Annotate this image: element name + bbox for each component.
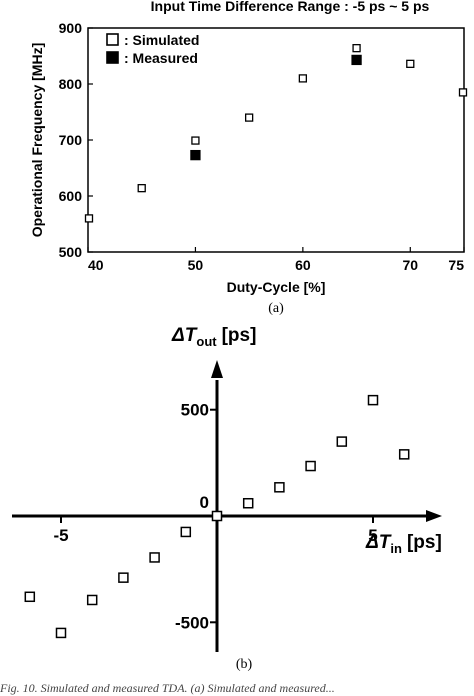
simulated-point [352,44,361,53]
chart-a-x-ticks: 40 50 60 70 75 [87,247,465,273]
chart-b-points [24,394,410,639]
chart-b-point [367,394,379,406]
chart-a-x-tick-label: 75 [448,257,464,273]
chart-a-x-tick-label: 70 [402,257,418,273]
measured-point [190,149,201,161]
chart-b-y-axis-arrow [211,360,223,378]
simulated-point [244,113,254,122]
chart-a-y-axis-label: Operational Frequency [MHz] [29,43,45,237]
chart-b-point [336,436,348,447]
chart-b-point [274,482,285,493]
legend-measured-marker [106,51,119,64]
chart-b-x-axis-arrow [426,510,442,522]
chart-b-ticks: -5 5 500 0 -500 [53,401,377,633]
simulated-point [191,136,200,145]
panel-b-label: (b) [236,657,253,672]
legend-simulated-marker [106,33,119,46]
chart-b-x-tick-label: 5 [368,526,377,545]
simulated-point [458,88,468,97]
chart-a-x-tick-label: 60 [295,257,311,273]
chart-b-point [149,552,160,563]
chart-b-x-symbol: ΔT [365,532,392,553]
simulated-point [406,59,415,68]
chart-a-y-ticks: 500 600 700 800 900 [59,20,93,260]
chart-b-y-tick-label: 500 [181,401,209,420]
chart-a-y-tick-label: 900 [59,20,83,36]
chart-b-point [398,449,410,460]
svg-text:ΔTin[ps]: ΔTin [ps] [365,532,442,556]
chart-b-y-tick-label: -500 [175,613,209,632]
chart-a-y-tick-label: 600 [59,188,83,204]
chart-b-point [86,594,98,606]
simulated-point [137,184,146,193]
chart-b-y-sub: out [196,334,217,349]
chart-b-y-axis-label: ΔTout [ps] [171,325,256,349]
chart-a-x-tick-label: 50 [188,257,204,273]
chart-b-point [180,526,192,538]
chart-a-title: Input Time Difference Range : -5 ps ~ 5 … [151,0,430,14]
chart-a-y-tick-label: 500 [59,244,83,260]
chart-b-point [242,497,254,509]
chart-b-y-unit: [ps] [222,325,257,346]
chart-b-y-symbol: ΔT [171,325,198,346]
legend-measured-label: : Measured [124,50,198,66]
chart-a-x-tick-label: 40 [88,257,104,273]
chart-b-x-tick-label: -5 [53,526,68,545]
chart-b-x-axis-label: ΔTin [ps] [365,532,442,556]
chart-a-points [84,44,468,223]
chart-a-x-axis-label: Duty-Cycle [%] [227,279,326,295]
figure-caption-fragment: Fig. 10. Simulated and measured TDA. (a)… [0,681,335,695]
panel-a-label: (a) [268,301,284,316]
chart-b-point [305,460,316,472]
svg-text:ΔTout[ps]: ΔTout [ps] [171,325,256,349]
chart-b-x-unit: [ps] [407,532,442,553]
chart-b-point [118,572,129,583]
simulated-point [84,214,94,223]
measured-point [351,54,362,66]
simulated-point [298,74,308,83]
chart-a-legend: : Simulated : Measured [106,32,199,66]
legend-simulated-label: : Simulated [124,32,199,48]
chart-a-y-tick-label: 800 [59,76,83,92]
chart-b-point [55,627,67,639]
chart-a: Input Time Difference Range : -5 ps ~ 5 … [29,0,468,316]
chart-b-x-sub: in [390,541,402,556]
chart-b-point [24,591,36,603]
chart-b-y-tick-label: 0 [200,493,209,512]
chart-a-y-tick-label: 700 [59,132,83,148]
chart-b-point [211,510,223,522]
